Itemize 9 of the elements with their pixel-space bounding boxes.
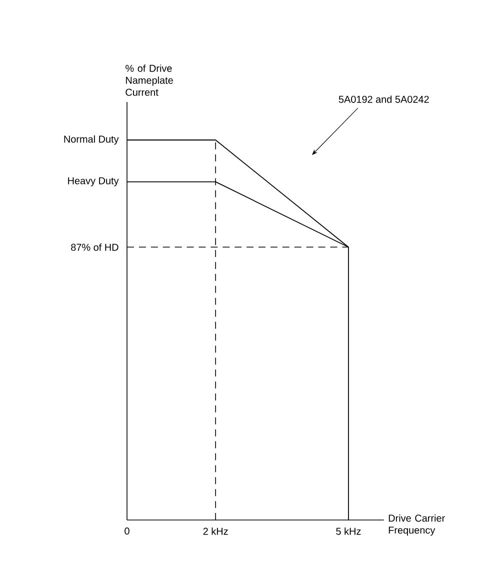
text: 5A0192 and 5A0242: [338, 96, 429, 103]
x-tick-label: 5 kHz: [336, 528, 361, 535]
series-label: Heavy Duty: [68, 177, 119, 186]
x-tick-label: 2 kHz: [203, 528, 228, 535]
ref-line-label: 87% of HD: [71, 243, 118, 251]
series-label: Normal Duty: [64, 135, 119, 145]
x-axis-title: Drive Carrier Frequency: [388, 514, 445, 536]
x-tick-label: 0: [124, 528, 130, 535]
y-axis-title: % of Drive Nameplate Current: [126, 64, 173, 96]
